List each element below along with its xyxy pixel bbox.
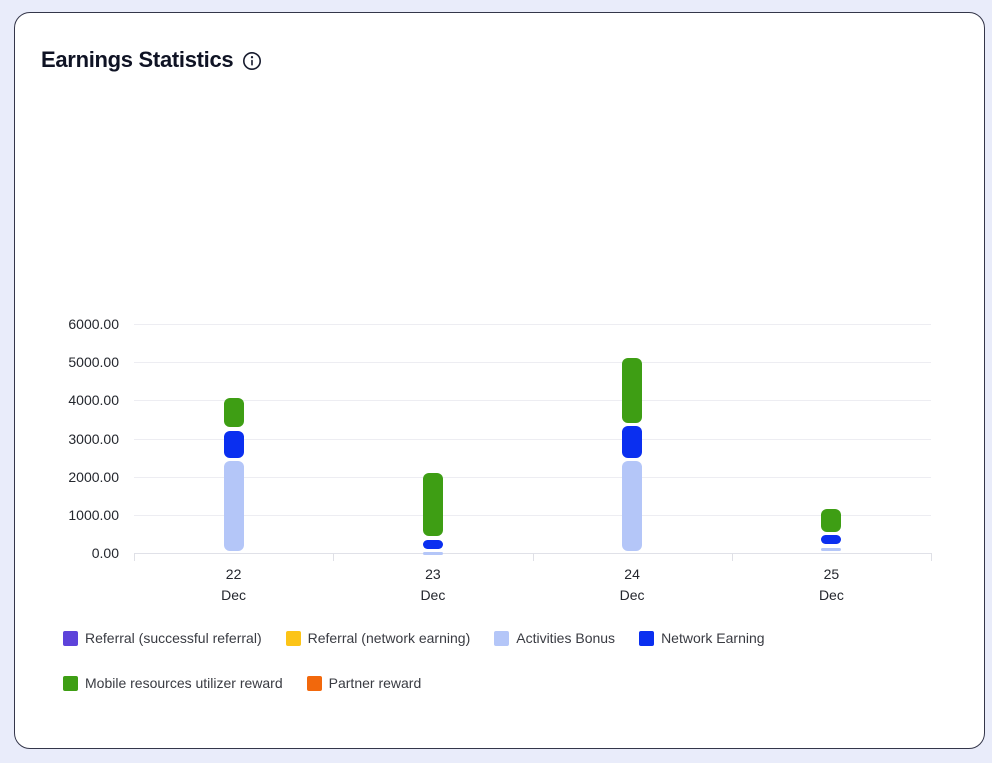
y-axis-label: 6000.00 (68, 316, 119, 332)
legend-swatch (494, 630, 510, 646)
x-axis-tick (532, 553, 534, 561)
bar-segment[interactable] (223, 398, 244, 428)
legend-label: Mobile resources utilizer reward (85, 675, 283, 691)
legend-swatch (63, 630, 78, 646)
legend-item-referral-network-earning[interactable]: Referral (network earning) (285, 630, 471, 646)
y-axis-label: 0.00 (91, 545, 119, 561)
legend-swatch (639, 630, 655, 646)
legend-swatch (306, 675, 322, 691)
x-axis-tick (134, 553, 135, 561)
gridline (134, 400, 931, 402)
gridline (134, 514, 931, 516)
legend-item-partner-reward[interactable]: Partner reward (306, 675, 422, 691)
legend-item-referral-successful-referral[interactable]: Referral (successful referral) (63, 630, 262, 646)
chart-legend: Referral (successful referral) Referral (… (63, 630, 883, 691)
gridline (134, 476, 931, 478)
x-axis-label: 25 Dec (818, 566, 844, 603)
bar-segment[interactable] (223, 461, 244, 552)
y-axis-label: 4000.00 (68, 392, 119, 409)
bar-segment[interactable] (821, 535, 842, 545)
x-axis-label: 23 Dec (420, 566, 446, 603)
legend-label: Network Earning (661, 630, 765, 646)
bar-segment[interactable] (622, 461, 643, 552)
x-axis-tick (333, 553, 335, 561)
bar-segment[interactable] (821, 509, 842, 532)
x-axis-label: 24 Dec (619, 566, 645, 603)
legend-label: Referral (successful referral) (85, 630, 262, 646)
legend-label: Activities Bonus (516, 630, 616, 646)
gridline (134, 438, 931, 440)
earnings-statistics-card: Earnings Statistics 0.00 1000.00 2000.00 30… (14, 12, 985, 749)
bar-segment[interactable] (821, 547, 842, 552)
y-axis-label: 5000.00 (68, 354, 119, 371)
legend-swatch (285, 630, 301, 646)
bar-segment[interactable] (223, 430, 244, 458)
x-axis-tick (931, 553, 932, 561)
legend-item-mobile-resources-utilizer-reward[interactable]: Mobile resources utilizer reward (63, 675, 283, 691)
x-axis-tick (731, 553, 733, 561)
info-icon[interactable] (242, 51, 262, 71)
y-axis-label: 1000.00 (68, 506, 119, 523)
legend-item-network-earning[interactable]: Network Earning (639, 630, 765, 646)
bar-segment[interactable] (422, 552, 443, 556)
bar-segment[interactable] (622, 357, 643, 423)
card-header: Earnings Statistics (41, 47, 262, 73)
bar-segment[interactable] (622, 425, 643, 458)
legend-label: Partner reward (328, 675, 422, 691)
bar-segment[interactable] (422, 539, 443, 549)
legend-item-activities-bonus[interactable]: Activities Bonus (494, 630, 615, 646)
x-axis-label: 22 Dec (221, 566, 247, 603)
gridline (134, 362, 931, 364)
bar-segment[interactable] (422, 473, 443, 537)
legend-swatch (63, 675, 78, 691)
y-axis-label: 2000.00 (68, 468, 119, 485)
page-title: Earnings Statistics (41, 47, 234, 72)
earnings-chart: 0.00 1000.00 2000.00 3000.00 4000.00 5000.00 6… (15, 13, 986, 750)
gridline (134, 324, 931, 325)
y-axis-label: 3000.00 (68, 430, 119, 447)
legend-label: Referral (network earning) (307, 630, 471, 646)
